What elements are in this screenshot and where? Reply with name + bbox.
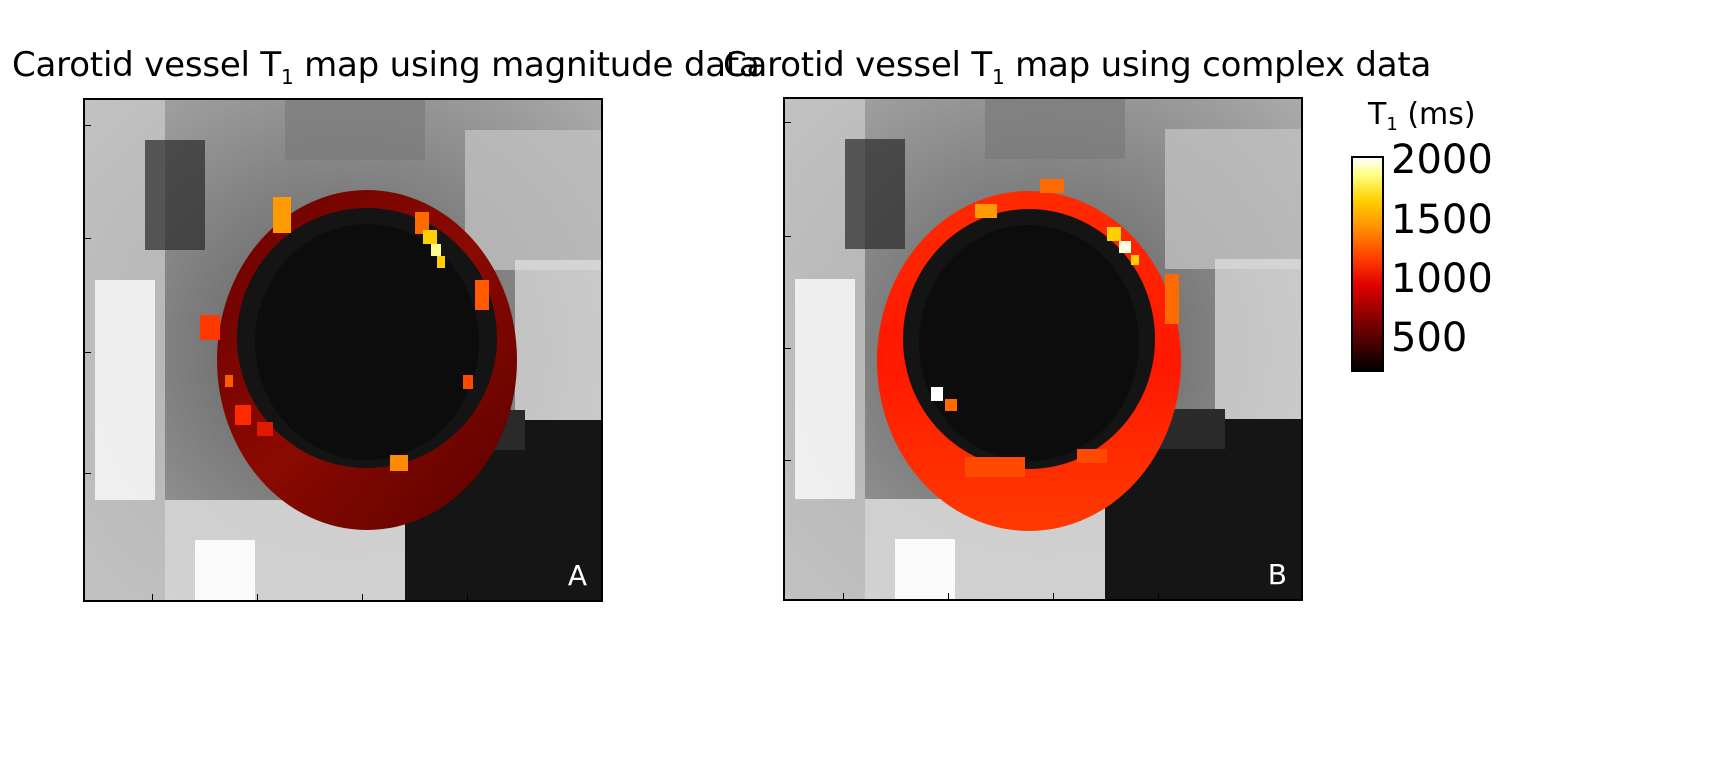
panel-a-tick — [152, 594, 153, 600]
colorbar-label: T1 (ms) — [1368, 97, 1476, 135]
panel-b-letter: B — [1267, 558, 1287, 591]
panel-a-tick — [85, 352, 91, 353]
colorbar-tick-label: 1500 — [1391, 197, 1493, 243]
panel-b-tick — [785, 348, 791, 349]
panel-b-tick — [948, 593, 949, 599]
panel-b-mri-image — [785, 99, 1301, 599]
panel-b-tick — [785, 236, 791, 237]
panel-b-t1-map: B — [783, 97, 1303, 601]
panel-a-tick — [257, 594, 258, 600]
colorbar — [1351, 156, 1384, 372]
panel-b-tick — [1158, 593, 1159, 599]
panel-a-tick — [467, 594, 468, 600]
panel-b-title: Carotid vessel T1 map using complex data — [723, 45, 1432, 89]
panel-b-tick — [843, 593, 844, 599]
panel-a-t1-map: A — [83, 98, 603, 602]
panel-a-tick — [85, 238, 91, 239]
panel-a-title: Carotid vessel T1 map using magnitude da… — [12, 45, 760, 89]
panel-a-letter: A — [567, 559, 587, 592]
panel-a-tick — [85, 125, 91, 126]
panel-b-tick — [785, 122, 791, 123]
panel-a-tick — [85, 473, 91, 474]
panel-a-tick — [362, 594, 363, 600]
panel-a-mri-image — [85, 100, 601, 600]
panel-b-tick — [785, 460, 791, 461]
colorbar-tick-label: 2000 — [1391, 137, 1493, 183]
colorbar-tick-label: 1000 — [1391, 256, 1493, 302]
panel-b-tick — [1053, 593, 1054, 599]
colorbar-tick-label: 500 — [1391, 315, 1468, 361]
